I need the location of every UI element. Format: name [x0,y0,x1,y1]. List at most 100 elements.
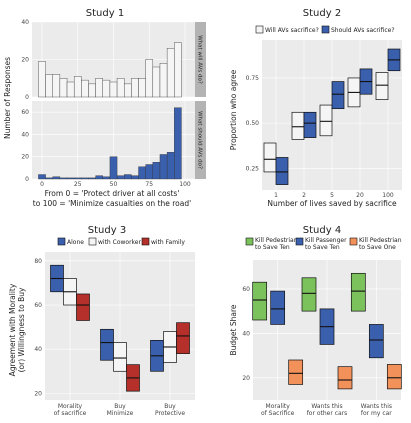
study1-strip-top-label: What will AVs do? [197,35,203,84]
study3-title: Study 3 [88,225,126,236]
study1-bar [159,154,168,180]
study4-title: Study 4 [303,225,341,236]
study1-bar [81,177,89,180]
study4-x-tick-label: for my car [361,410,392,417]
study1-x-tick-label: 100 [179,181,191,188]
study4-legend-label: Kill Pedestrian [255,237,298,244]
study2-x-tick-label: 2 [302,192,306,199]
study4-crossbars [252,272,402,390]
study1-bar [152,162,161,180]
study1-bar [145,59,154,98]
study1-y-tick-label: 40 [21,131,29,138]
study1-bar [38,174,46,180]
study3-crossbars [50,264,190,392]
study4-crossbar [252,281,268,321]
study1-strip-bottom-label: What should AVs do? [197,111,203,169]
study4-legend-label: Kill Pedestrian [359,237,402,244]
study3-y-axis-label-line2: (or) Willingness to Buy [17,287,26,372]
study4-y-axis-label: Budget Share [229,304,238,355]
study1-bar [88,177,96,180]
study3-legend-swatch [141,237,150,246]
study1-chart: Study 1 Number of Responses What will AV… [3,8,206,208]
study1-bar [109,156,118,180]
study3-chart: Study 3 Agreement with Morality (or) Wil… [8,225,195,417]
study1-y-tick-label: 40 [21,19,29,26]
study2-crossbar [319,104,333,137]
study1-y-tick-label: 60 [21,109,29,116]
study1-bar [66,177,75,180]
study3-x-tick-label: Buy [164,403,176,410]
study3-legend: Alone with Coworker with Family [57,237,185,246]
study2-legend-swatch [321,25,330,34]
study4-x-tick-label: Wants this [361,403,392,410]
study3-legend-swatch [57,237,66,246]
study1-bar [88,83,96,98]
study1-bar [45,74,53,98]
study3-legend-label: Alone [67,239,84,246]
study2-y-tick-label: 0.75 [246,75,260,82]
study1-bar [81,79,89,98]
study1-bar [102,176,111,180]
study2-title: Study 2 [303,8,341,19]
study2-crossbar [291,111,305,140]
study4-legend-label: to Save Ten [305,244,340,251]
study2-legend-swatch [255,25,264,34]
study3-crossbar [100,328,114,361]
study1-strip-bottom [195,101,206,179]
study1-bar [174,42,182,98]
study2-crossbar [263,142,277,173]
study4-legend-label: to Save One [359,244,396,251]
study2-legend-label: Will AVs sacrifice? [265,27,319,34]
study1-y-axis-label: Number of Responses [3,57,12,139]
study4-x-tick-label: of Sacrifice [261,410,295,417]
study3-y-tick-label: 20 [34,390,42,397]
study3-x-tick-label: Morality [58,403,83,410]
study4-crossbar [337,366,353,390]
study4-legend-label: to Save Ten [255,244,290,251]
study1-bar [124,174,132,180]
study1-bar [95,175,103,180]
study4-x-tick-label: Wants this [311,403,342,410]
study4-y-tick-label: 60 [242,286,250,293]
study1-x-tick-label: 0 [40,181,44,188]
study4-legend-swatch [349,237,358,246]
study1-bar [152,66,161,98]
study4-legend-swatch [295,237,304,246]
study1-bar [131,78,139,98]
study1-bar [59,177,68,180]
study2-crossbar [275,157,289,185]
study1-x-tick-label: 50 [110,181,118,188]
study3-crossbar [176,322,190,354]
study3-legend-label: with Coworker [98,239,141,246]
study1-bar [73,76,82,98]
study1-bar [124,83,132,98]
study1-bars [38,42,182,180]
study1-bar [66,81,75,98]
study1-y-tick-label: 0 [25,94,29,101]
study1-x-tick-label: 75 [145,181,153,188]
study1-bar [95,78,103,98]
study4-legend-label: Kill Passenger [305,237,347,244]
study1-bar [116,78,125,98]
study1-x-tick-label: 25 [74,181,82,188]
study3-x-tick-label: of sacrifice [54,410,87,417]
study4-x-tick-label: for other cars [307,410,348,417]
study2-crossbar [303,111,317,138]
study1-bar [109,81,118,98]
study1-bar [159,63,168,98]
study4-crossbar [386,364,402,390]
study3-y-tick-label: 80 [34,258,42,265]
study1-bar [131,175,139,180]
study2-x-tick-label: 5 [330,192,334,199]
study1-bar [138,166,146,180]
study2-x-tick-label: 100 [382,192,394,199]
study1-y-tick-label: 20 [21,154,29,161]
study4-x-tick-label: Morality [266,403,291,410]
study3-x-tick-label: Buy [114,403,126,410]
study1-bar [38,61,46,98]
study1-bar [45,177,53,180]
study2-crossbar [331,81,345,110]
